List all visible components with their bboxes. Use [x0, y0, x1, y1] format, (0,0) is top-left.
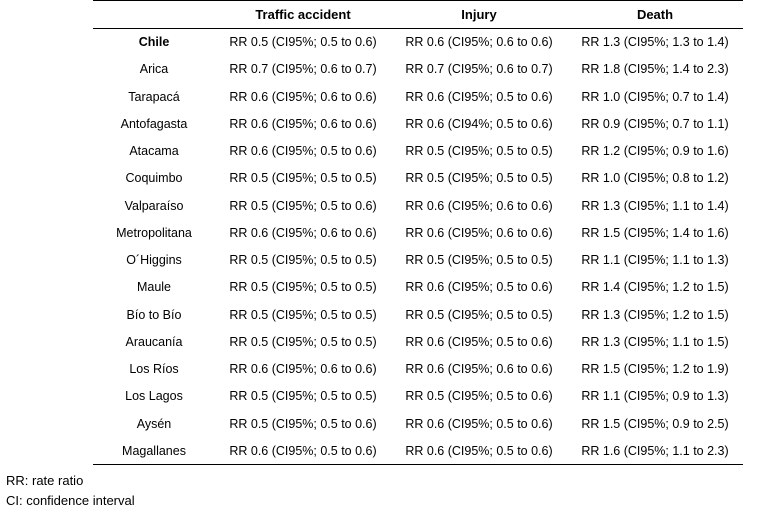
region-cell: O´Higgins: [126, 253, 182, 268]
region-cell: Bío to Bío: [126, 307, 182, 322]
table-row: Antofagasta RR 0.6 (CI95%; 0.6 to 0.6) RR …: [93, 110, 743, 137]
region-cell: Metropolitana: [116, 225, 192, 240]
death-cell: RR 1.3 (CI95%; 1.1 to 1.4): [581, 198, 729, 213]
traffic-accident-cell: RR 0.5 (CI95%; 0.5 to 0.5): [229, 280, 377, 295]
traffic-accident-cell: RR 0.6 (CI95%; 0.6 to 0.6): [229, 362, 377, 377]
death-cell: RR 1.0 (CI95%; 0.7 to 1.4): [581, 89, 729, 104]
traffic-accident-cell: RR 0.5 (CI95%; 0.5 to 0.5): [229, 307, 377, 322]
death-cell: RR 1.5 (CI95%; 1.2 to 1.9): [581, 362, 729, 377]
death-cell: RR 1.0 (CI95%; 0.8 to 1.2): [581, 171, 729, 186]
death-cell: RR 1.3 (CI95%; 1.3 to 1.4): [581, 35, 729, 50]
traffic-accident-cell: RR 0.6 (CI95%; 0.6 to 0.6): [229, 89, 377, 104]
table-row: Atacama RR 0.6 (CI95%; 0.5 to 0.6) RR 0.5 …: [93, 138, 743, 165]
header-region: [93, 0, 215, 29]
traffic-accident-cell: RR 0.5 (CI95%; 0.5 to 0.5): [229, 389, 377, 404]
traffic-accident-cell: RR 0.5 (CI95%; 0.5 to 0.6): [229, 35, 377, 50]
injury-cell: RR 0.6 (CI95%; 0.5 to 0.6): [405, 89, 553, 104]
footnotes: RR: rate ratio CI: confidence interval: [6, 471, 135, 511]
injury-cell: RR 0.6 (CI95%; 0.6 to 0.6): [405, 35, 553, 50]
traffic-accident-cell: RR 0.6 (CI95%; 0.5 to 0.6): [229, 144, 377, 159]
traffic-accident-cell: RR 0.5 (CI95%; 0.5 to 0.5): [229, 334, 377, 349]
rate-ratio-table-container: Traffic accident Injury Death Chile RR 0.…: [93, 0, 743, 466]
injury-cell: RR 0.6 (CI95%; 0.5 to 0.6): [405, 334, 553, 349]
region-cell: Arica: [139, 62, 169, 77]
injury-cell: RR 0.5 (CI95%; 0.5 to 0.5): [405, 307, 553, 322]
death-cell: RR 1.3 (CI95%; 1.2 to 1.5): [581, 307, 729, 322]
table-row: Maule RR 0.5 (CI95%; 0.5 to 0.5) RR 0.6 (C…: [93, 274, 743, 301]
region-cell: Antofagasta: [120, 116, 188, 131]
table-row: O´Higgins RR 0.5 (CI95%; 0.5 to 0.5) RR 0.…: [93, 247, 743, 274]
table-row: Valparaíso RR 0.5 (CI95%; 0.5 to 0.6) RR 0…: [93, 192, 743, 219]
table-row: Metropolitana RR 0.6 (CI95%; 0.6 to 0.6) R…: [93, 219, 743, 246]
table-row: Chile RR 0.5 (CI95%; 0.5 to 0.6) RR 0.6 (C…: [93, 29, 743, 56]
injury-cell: RR 0.6 (CI95%; 0.5 to 0.6): [391, 437, 567, 466]
injury-cell: RR 0.6 (CI95%; 0.5 to 0.6): [405, 416, 553, 431]
table-row: Aysén RR 0.5 (CI95%; 0.5 to 0.6) RR 0.6 (C…: [93, 410, 743, 437]
injury-cell: RR 0.6 (CI95%; 0.6 to 0.6): [405, 198, 553, 213]
region-cell: Magallanes: [93, 437, 215, 466]
region-cell: Araucanía: [125, 334, 183, 349]
injury-cell: RR 0.6 (CI95%; 0.6 to 0.6): [405, 225, 553, 240]
death-cell: RR 1.4 (CI95%; 1.2 to 1.5): [581, 280, 729, 295]
table-header-row: Traffic accident Injury Death: [93, 0, 743, 29]
traffic-accident-cell: RR 0.7 (CI95%; 0.6 to 0.7): [229, 62, 377, 77]
death-cell: RR 1.5 (CI95%; 0.9 to 2.5): [581, 416, 729, 431]
injury-cell: RR 0.6 (CI95%; 0.6 to 0.6): [405, 362, 553, 377]
header-traffic-accident: Traffic accident: [215, 0, 391, 29]
death-cell: RR 1.5 (CI95%; 1.4 to 1.6): [581, 225, 729, 240]
rate-ratio-table: Traffic accident Injury Death Chile RR 0.…: [93, 0, 743, 466]
table-row: Los Ríos RR 0.6 (CI95%; 0.6 to 0.6) RR 0.6…: [93, 356, 743, 383]
death-cell: RR 1.3 (CI95%; 1.1 to 1.5): [581, 334, 729, 349]
table-body: Chile RR 0.5 (CI95%; 0.5 to 0.6) RR 0.6 (C…: [93, 29, 743, 466]
traffic-accident-cell: RR 0.5 (CI95%; 0.5 to 0.6): [229, 416, 377, 431]
region-cell: Coquimbo: [125, 171, 183, 186]
region-cell: Los Lagos: [125, 389, 183, 404]
injury-cell: RR 0.5 (CI95%; 0.5 to 0.5): [405, 144, 553, 159]
death-cell: RR 1.2 (CI95%; 0.9 to 1.6): [581, 144, 729, 159]
traffic-accident-cell: RR 0.5 (CI95%; 0.5 to 0.5): [229, 171, 377, 186]
death-cell: RR 1.1 (CI95%; 0.9 to 1.3): [581, 389, 729, 404]
table-row: Bío to Bío RR 0.5 (CI95%; 0.5 to 0.5) RR 0…: [93, 301, 743, 328]
region-cell: Tarapacá: [128, 89, 180, 104]
header-death: Death: [567, 0, 743, 29]
table-row: Los Lagos RR 0.5 (CI95%; 0.5 to 0.5) RR 0.…: [93, 383, 743, 410]
death-cell: RR 1.6 (CI95%; 1.1 to 2.3): [567, 437, 743, 466]
region-cell: Los Ríos: [129, 362, 179, 377]
injury-cell: RR 0.6 (CI95%; 0.5 to 0.6): [405, 280, 553, 295]
death-cell: RR 1.8 (CI95%; 1.4 to 2.3): [581, 62, 729, 77]
injury-cell: RR 0.5 (CI95%; 0.5 to 0.5): [405, 253, 553, 268]
injury-cell: RR 0.5 (CI95%; 0.5 to 0.6): [405, 389, 553, 404]
death-cell: RR 1.1 (CI95%; 1.1 to 1.3): [581, 253, 729, 268]
traffic-accident-cell: RR 0.5 (CI95%; 0.5 to 0.6): [229, 198, 377, 213]
injury-cell: RR 0.6 (CI94%; 0.5 to 0.6): [405, 116, 553, 131]
traffic-accident-cell: RR 0.6 (CI95%; 0.6 to 0.6): [229, 116, 377, 131]
table-row: Coquimbo RR 0.5 (CI95%; 0.5 to 0.5) RR 0.5…: [93, 165, 743, 192]
region-cell: Chile: [138, 35, 170, 50]
region-cell: Atacama: [129, 144, 179, 159]
injury-cell: RR 0.5 (CI95%; 0.5 to 0.5): [405, 171, 553, 186]
region-cell: Maule: [136, 280, 172, 295]
region-cell: Valparaíso: [124, 198, 184, 213]
region-cell: Aysén: [136, 416, 172, 431]
table-row: Magallanes RR 0.6 (CI95%; 0.5 to 0.6) RR 0…: [93, 437, 743, 466]
death-cell: RR 0.9 (CI95%; 0.7 to 1.1): [581, 116, 729, 131]
table-row: Arica RR 0.7 (CI95%; 0.6 to 0.7) RR 0.7 (C…: [93, 56, 743, 83]
injury-cell: RR 0.7 (CI95%; 0.6 to 0.7): [405, 62, 553, 77]
table-row: Tarapacá RR 0.6 (CI95%; 0.6 to 0.6) RR 0.6…: [93, 83, 743, 110]
traffic-accident-cell: RR 0.5 (CI95%; 0.5 to 0.5): [229, 253, 377, 268]
traffic-accident-cell: RR 0.6 (CI95%; 0.6 to 0.6): [229, 225, 377, 240]
header-injury: Injury: [391, 0, 567, 29]
footnote-ci: CI: confidence interval: [6, 493, 135, 508]
traffic-accident-cell: RR 0.6 (CI95%; 0.5 to 0.6): [215, 437, 391, 466]
footnote-rr: RR: rate ratio: [6, 473, 84, 488]
table-row: Araucanía RR 0.5 (CI95%; 0.5 to 0.5) RR 0.…: [93, 328, 743, 355]
